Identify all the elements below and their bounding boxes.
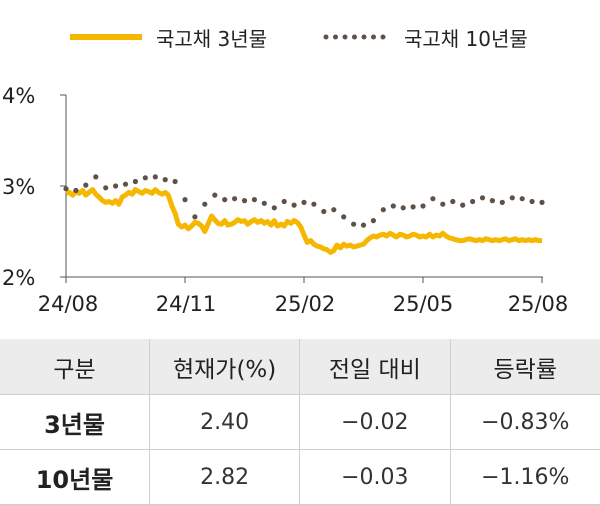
series-point-10y [341,214,347,220]
header-price: 현재가(%) [149,339,300,395]
row-label: 10년물 [0,449,150,505]
series-point-10y [509,195,515,201]
series-point-10y [380,207,386,213]
x-tick-label-3: 25/05 [393,292,454,316]
series-point-10y [202,201,208,207]
table-header-row: 구분 현재가(%) 전일 대비 등락률 [0,339,600,395]
series-point-10y [360,222,367,228]
series-point-10y [331,207,337,213]
series-point-10y [63,186,69,192]
legend-label-3y: 국고채 3년물 [156,27,267,51]
series-point-10y [132,178,138,185]
series-point-10y [93,174,99,180]
series-point-10y [271,205,277,211]
series-point-10y [103,185,109,191]
series-point-10y [251,197,257,203]
legend: 국고채 3년물 국고채 10년물 [70,27,528,51]
series-point-10y [450,198,456,205]
series-point-10y [122,181,129,187]
series-point-10y [479,195,486,201]
series-point-10y [261,200,267,206]
series-point-10y [232,196,238,202]
series-point-10y [440,201,446,207]
y-tick-label-3: 3% [2,175,35,199]
x-tick-label-2: 25/02 [275,292,336,316]
table-row: 10년물 2.82 −0.03 −1.16% [0,449,600,505]
series-point-10y [539,199,545,205]
series-point-10y [470,198,476,205]
bond-yield-line-chart: 국고채 3년물 국고채 10년물 4% 3% 2% 24/08 24/11 25… [2,27,569,316]
series-point-10y [410,204,416,210]
series-point-10y [241,198,248,204]
series-point-10y [142,175,148,181]
series-point-10y [73,187,79,194]
header-change: 전일 대비 [299,339,450,395]
series-point-10y [113,183,119,189]
series-point-10y [162,177,168,183]
series-point-10y [420,203,426,209]
series-point-10y [311,201,317,207]
header-category: 구분 [0,339,150,395]
series-point-10y [390,203,396,209]
series-layer [63,174,545,255]
series-point-10y [301,199,307,205]
series-point-10y [172,178,178,185]
legend-label-10y: 국고채 10년물 [404,27,528,51]
y-tick-label-2: 2% [2,266,35,290]
series-point-10y [519,196,525,202]
yield-summary-table: 구분 현재가(%) 전일 대비 등락률 3년물 2.40 −0.02 −0.83… [0,339,600,505]
series-point-10y [489,198,495,204]
x-axis: 24/08 24/11 25/02 25/05 25/08 [38,276,569,316]
x-tick-label-1: 24/11 [156,292,217,316]
series-point-10y [83,182,89,188]
header-rate: 등락률 [449,339,600,395]
table-row: 3년물 2.40 −0.02 −0.83% [0,394,600,450]
series-point-10y [351,221,357,227]
cell-rate: −0.83% [449,394,600,450]
cell-change: −0.03 [299,449,450,505]
series-point-10y [281,198,287,205]
series-point-10y [400,205,406,211]
series-point-10y [222,197,228,203]
series-line-3y [65,187,542,255]
series-point-10y [430,196,436,202]
cell-change: −0.02 [299,394,450,450]
x-tick-label-4: 25/08 [508,292,569,316]
series-point-10y [460,202,466,208]
cell-price: 2.40 [149,394,300,450]
cell-price: 2.82 [149,449,300,505]
x-tick-label-0: 24/08 [38,292,99,316]
series-point-10y [370,218,376,224]
cell-rate: −1.16% [449,449,600,505]
series-point-10y [321,208,327,215]
series-point-10y [152,174,158,180]
row-label: 3년물 [0,394,150,450]
series-point-10y [499,199,505,205]
series-point-10y [291,202,297,208]
y-tick-label-4: 4% [2,84,35,108]
series-point-10y [182,197,188,203]
y-axis: 4% 3% 2% [2,84,67,290]
series-point-10y [529,198,535,205]
series-point-10y [212,192,218,198]
series-point-10y [192,214,198,220]
